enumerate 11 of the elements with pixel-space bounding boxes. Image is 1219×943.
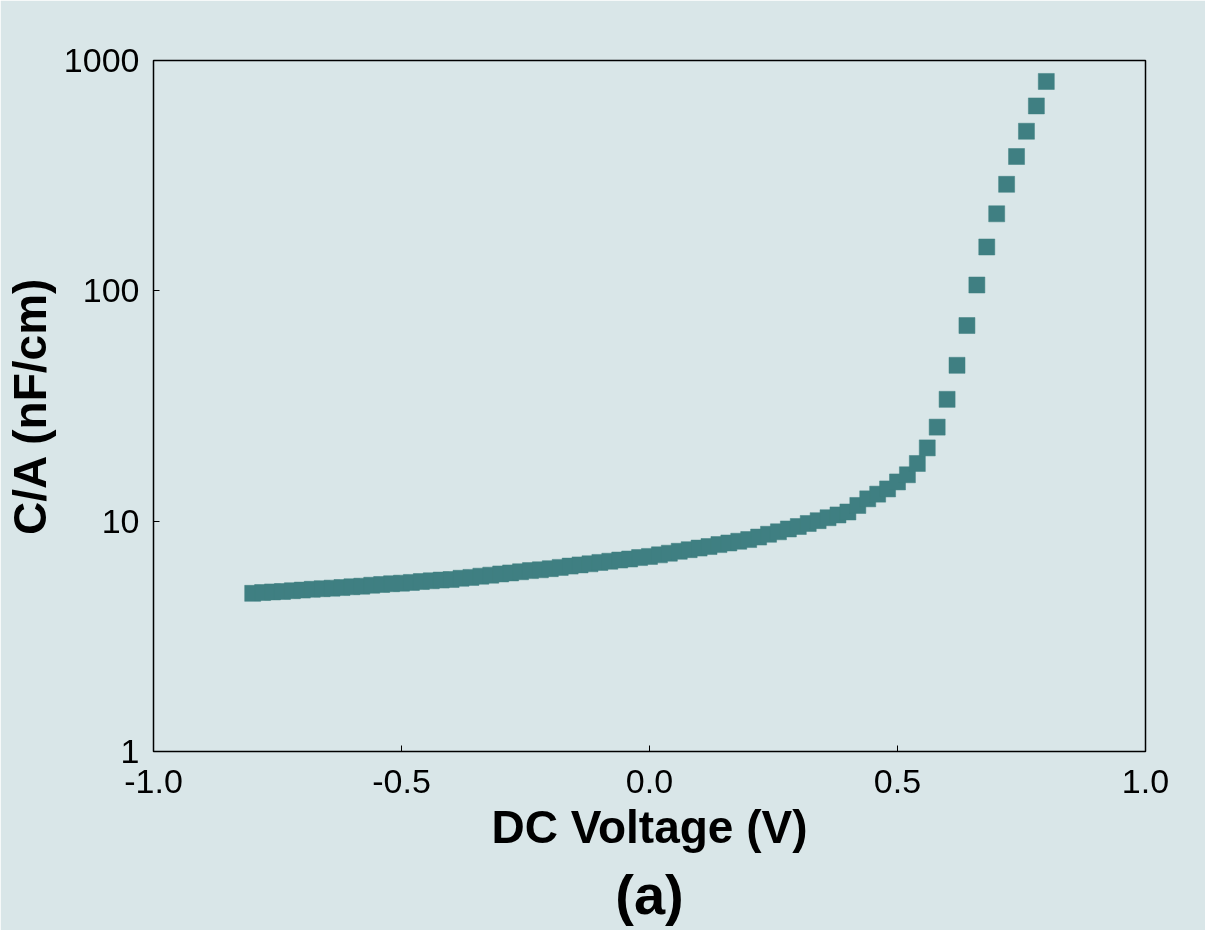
y-tick-label: 1000 <box>63 41 140 79</box>
x-tick-label: -0.5 <box>372 761 431 800</box>
y-tick-label: 10 <box>101 501 140 540</box>
x-tick-label: 0.5 <box>873 761 922 800</box>
x-tick-label: 0.0 <box>625 761 674 800</box>
x-axis-title: DC Voltage (V) <box>491 800 808 853</box>
text: (a) <box>615 862 684 926</box>
y-tick-label: 1 <box>120 732 140 770</box>
x-tick-label: 1.0 <box>1121 761 1170 800</box>
y-tick-label: 100 <box>82 271 140 310</box>
y-axis-title: C/A (nF/cm) <box>3 278 56 536</box>
